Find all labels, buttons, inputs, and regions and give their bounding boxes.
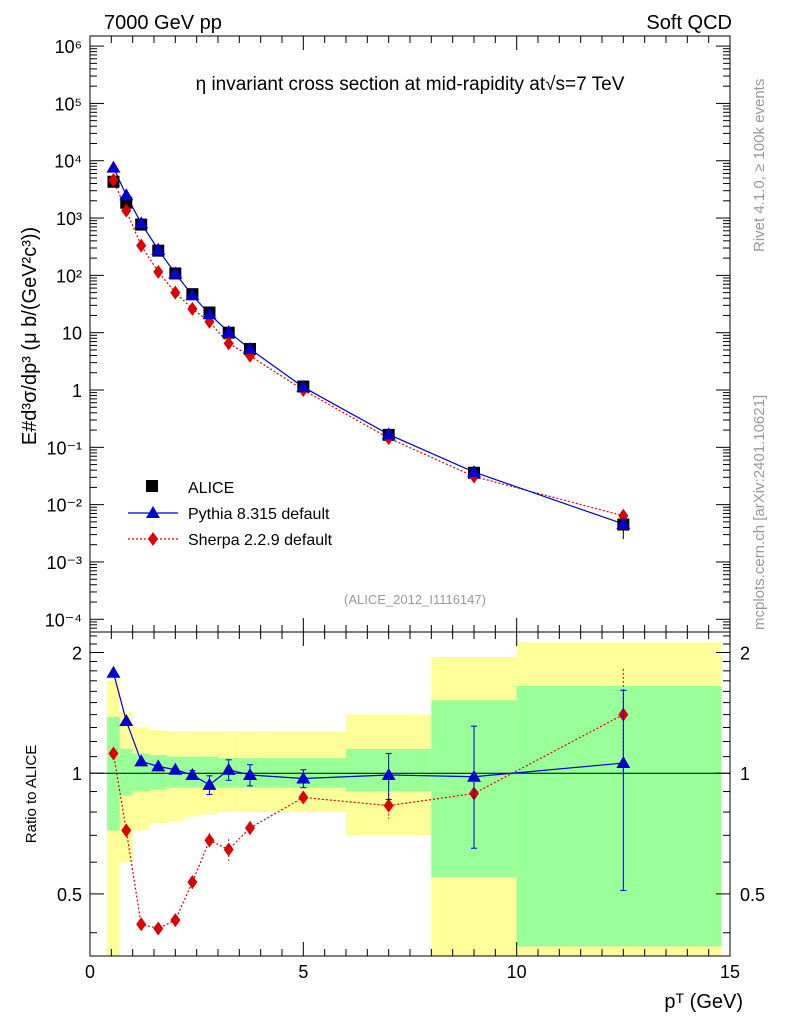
pythia-point <box>467 465 481 478</box>
mcplots-label: mcplots.cern.ch [arXiv:2401.10621] <box>751 395 768 630</box>
band-inner-12 <box>516 686 722 947</box>
legend-alice-label: ALICE <box>188 480 234 497</box>
sherpa-point <box>108 173 119 188</box>
pythia-ratio-point <box>106 665 121 678</box>
main-y-tick-label: 10⁻³ <box>46 553 82 573</box>
pythia-ratio-point <box>134 754 149 767</box>
ratio-panel-frame <box>89 631 731 957</box>
pythia-ratio-point <box>119 713 134 726</box>
band-inner-3 <box>149 755 167 790</box>
main-y-tick-label: 1 <box>72 381 82 401</box>
pythia-point <box>119 188 134 201</box>
sherpa-ratio-point <box>170 913 181 928</box>
main-y-axis-label: E#d³σ/dp³ (μ b/(GeV²c³)) <box>19 227 41 445</box>
pythia-ratio-point <box>616 756 631 769</box>
sherpa-line <box>112 179 624 517</box>
main-y-tick-label: 10⁻⁴ <box>45 610 82 630</box>
legend-alice-marker <box>146 480 158 492</box>
main-y-tick-label: 10⁻² <box>46 496 82 516</box>
axes: 10⁻⁴ 10⁻³ 10⁻² 10⁻¹ 1 10 10² 10³ 10⁴ 10⁵ 10⁶ 0 5 10 15… <box>45 36 765 982</box>
sherpa-point <box>136 238 147 253</box>
sherpa-ratio-point <box>153 921 164 936</box>
pythia-point <box>168 266 183 279</box>
header-right: Soft QCD <box>646 12 732 34</box>
pythia-point <box>381 427 396 440</box>
legend-sherpa-marker <box>148 532 158 546</box>
ratio-uncertainty-bands <box>107 642 722 956</box>
pythia-point <box>151 242 166 255</box>
ratio-y-tick-label-right: 2 <box>740 644 750 664</box>
main-panel-series <box>106 160 631 540</box>
main-y-tick-label: 10⁴ <box>54 152 82 172</box>
sherpa-ratio-point <box>383 798 394 813</box>
sherpa-ratio-point <box>298 790 309 805</box>
sherpa-ratio-point <box>136 917 147 932</box>
band-inner-1 <box>119 748 133 796</box>
alice-point <box>120 196 133 209</box>
analysis-watermark: (ALICE_2012_I1116147) <box>344 592 486 607</box>
sherpa-ratio-point <box>245 821 255 836</box>
main-y-tick-label: 10² <box>56 266 82 286</box>
ratio-y-axis-label: Ratio to ALICE <box>23 745 40 843</box>
main-y-tick-label: 10⁵ <box>55 94 82 114</box>
main-y-tick-label: 10³ <box>56 209 82 229</box>
pythia-point <box>185 288 200 301</box>
sherpa-ratio-point <box>187 875 198 890</box>
main-panel-frame <box>89 35 731 633</box>
sherpa-ratio-point <box>204 833 215 848</box>
pythia-ratio-point <box>151 759 166 772</box>
x-tick-label: 0 <box>85 962 95 982</box>
pythia-ratio-point <box>202 777 217 790</box>
sherpa-ratio-point <box>121 823 132 838</box>
chart-title: η invariant cross section at mid-rapidit… <box>196 74 625 95</box>
pythia-point <box>134 216 149 229</box>
ratio-y-tick-label-right: 1 <box>740 764 750 784</box>
sherpa-point <box>170 285 181 300</box>
pythia-ratio-point <box>381 767 396 780</box>
legend-sherpa-label: Sherpa 2.2.9 default <box>188 532 333 549</box>
ratio-y-tick-label-left: 1 <box>72 764 82 784</box>
legend: ALICE Pythia 8.315 default Sherpa 2.2.9 … <box>128 480 333 549</box>
sherpa-point <box>187 301 198 316</box>
pythia-point <box>106 160 121 173</box>
sherpa-ratio-point <box>223 842 234 857</box>
pythia-line <box>112 167 624 525</box>
pythia-ratio-point <box>296 771 311 784</box>
pythia-ratio-point <box>221 762 236 775</box>
rivet-label: Rivet 4.1.0, ≥ 100k events <box>751 79 768 252</box>
x-tick-label: 5 <box>298 962 308 982</box>
pythia-point <box>296 380 311 393</box>
legend-pythia-label: Pythia 8.315 default <box>188 506 330 523</box>
pythia-point <box>202 307 217 320</box>
sherpa-point <box>223 336 234 351</box>
pythia-ratio-point <box>243 767 257 780</box>
pythia-ratio-point <box>168 762 183 775</box>
pythia-point <box>616 516 631 529</box>
sherpa-ratio-point <box>108 746 119 761</box>
header-left: 7000 GeV pp <box>104 12 222 34</box>
ratio-y-tick-label-right: 0.5 <box>740 885 765 905</box>
ratio-y-tick-label-left: 2 <box>72 644 82 664</box>
pythia-point <box>221 324 236 337</box>
legend-pythia-marker <box>146 506 160 518</box>
sherpa-point <box>153 264 164 279</box>
pythia-point <box>243 341 257 354</box>
ratio-y-tick-label-left: 0.5 <box>57 885 82 905</box>
x-tick-label: 10 <box>507 962 527 982</box>
main-y-tick-label: 10⁻¹ <box>46 438 82 458</box>
band-inner-6 <box>200 756 218 788</box>
x-tick-label: 15 <box>720 962 740 982</box>
x-axis-label: pᵀ (GeV) <box>664 991 743 1013</box>
sherpa-point <box>121 203 132 218</box>
pythia-ratio-point <box>185 767 200 780</box>
main-y-tick-label: 10⁶ <box>55 37 82 57</box>
sherpa-point <box>618 508 629 523</box>
pythia-ratio-point <box>467 769 481 782</box>
band-inner-0 <box>107 717 120 831</box>
ratio-panel-series <box>106 665 631 936</box>
main-y-tick-label: 10 <box>62 324 82 344</box>
